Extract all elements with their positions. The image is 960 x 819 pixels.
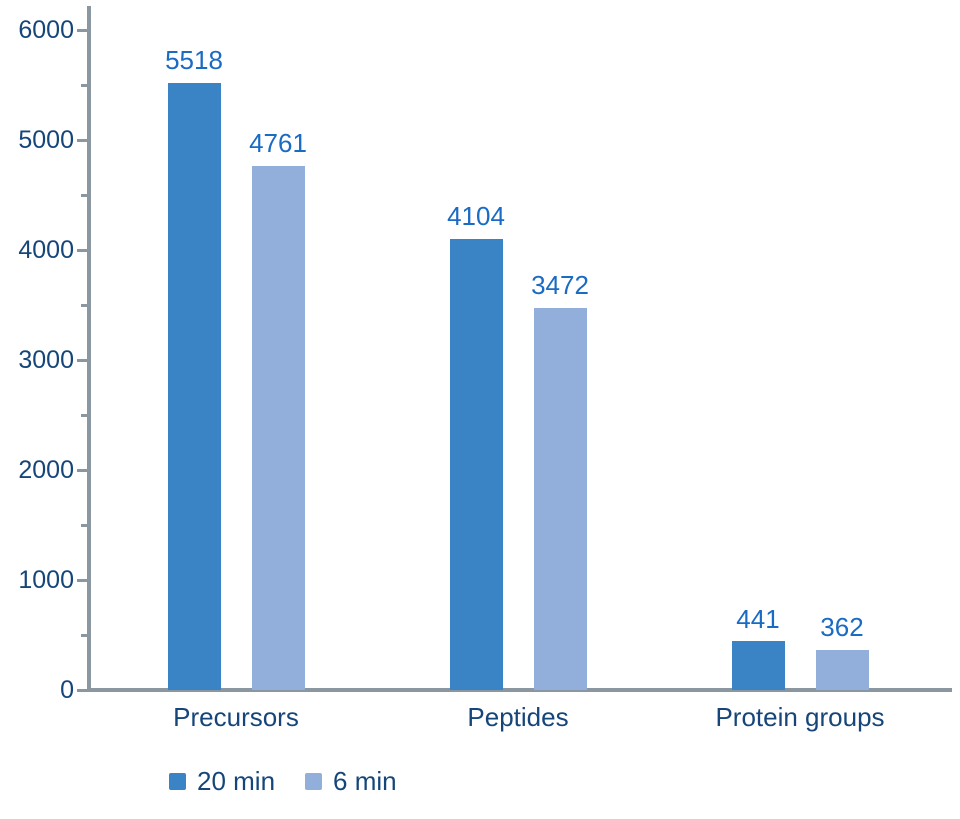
bar-6-min-protein-groups <box>815 650 869 690</box>
legend-label-20-min: 20 min <box>197 766 276 796</box>
y-tick-label-4000: 4000 <box>18 236 74 264</box>
y-minor-tick-1500 <box>81 523 87 527</box>
y-tick-label-0: 0 <box>60 676 74 704</box>
y-minor-tick-4500 <box>81 193 87 197</box>
legend-label-6-min: 6 min <box>333 766 397 796</box>
y-major-tick-1000 <box>77 578 87 582</box>
category-label-protein-groups: Protein groups <box>715 702 885 732</box>
y-major-tick-3000 <box>77 358 87 362</box>
bar-20-min-precursors <box>167 83 221 690</box>
y-tick-label-2000: 2000 <box>18 456 74 484</box>
y-minor-tick-2500 <box>81 413 87 417</box>
category-label-peptides: Peptides <box>467 702 569 732</box>
y-axis-line <box>87 6 91 692</box>
legend-swatch-6-min <box>305 772 323 790</box>
value-label-20-min-precursors: 5518 <box>165 45 223 76</box>
bar-20-min-peptides <box>449 238 503 690</box>
value-label-6-min-peptides: 3472 <box>531 270 589 301</box>
legend-swatch-20-min <box>169 772 186 790</box>
x-axis-line <box>87 688 952 692</box>
legend-item-6-min: 6 min <box>305 766 397 796</box>
y-major-tick-6000 <box>77 28 87 32</box>
bar-6-min-precursors <box>251 166 305 690</box>
value-label-6-min-precursors: 4761 <box>249 128 307 159</box>
legend-item-20-min: 20 min <box>169 766 275 796</box>
y-minor-tick-5500 <box>81 83 87 87</box>
bar-20-min-protein-groups <box>731 641 785 690</box>
value-label-6-min-protein-groups: 362 <box>820 612 864 643</box>
y-tick-label-6000: 6000 <box>18 16 74 44</box>
legend: 20 min 6 min <box>169 766 397 796</box>
category-label-precursors: Precursors <box>173 702 299 732</box>
value-label-20-min-protein-groups: 441 <box>736 603 780 634</box>
y-major-tick-2000 <box>77 468 87 472</box>
y-minor-tick-500 <box>81 633 87 637</box>
value-label-20-min-peptides: 4104 <box>447 200 505 231</box>
bar-6-min-peptides <box>533 308 587 690</box>
y-tick-label-3000: 3000 <box>18 346 74 374</box>
y-minor-tick-3500 <box>81 303 87 307</box>
y-major-tick-0 <box>77 688 87 692</box>
y-major-tick-4000 <box>77 248 87 252</box>
y-major-tick-5000 <box>77 138 87 142</box>
y-tick-label-1000: 1000 <box>18 566 74 594</box>
y-tick-label-5000: 5000 <box>18 126 74 154</box>
